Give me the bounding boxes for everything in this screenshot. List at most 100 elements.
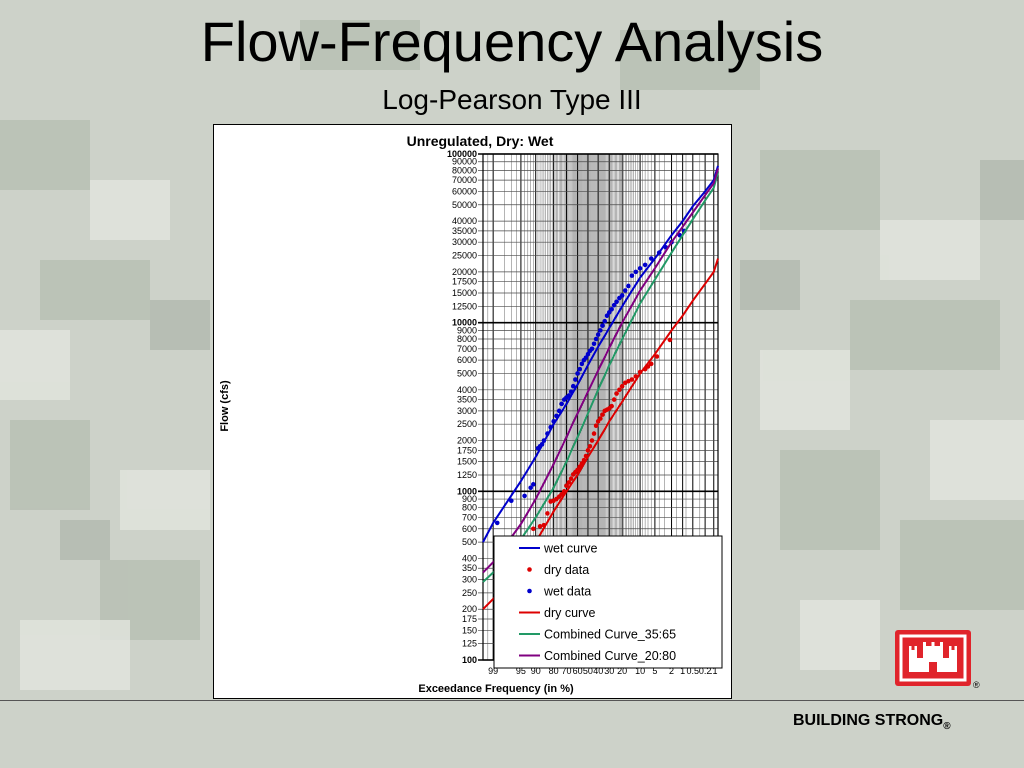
y-tick-label: 800 [462,503,477,513]
y-tick-label: 10000 [452,318,477,328]
data-point-wet-data [609,307,614,312]
data-point-wet-data [548,424,553,430]
legend-label: wet data [543,585,591,599]
flow-frequency-chart: Unregulated, Dry: Wet 100125150175200250… [213,124,732,699]
x-tick-label: 30 [604,666,614,676]
y-tick-label: 60000 [452,186,477,196]
data-point-dry-data [600,412,605,417]
chart-title: Unregulated, Dry: Wet [407,133,554,149]
y-tick-label: 35000 [452,226,477,236]
y-tick-label: 175 [462,614,477,624]
data-point-dry-data [566,480,572,485]
footer-divider [0,700,1024,701]
castle-logo [895,630,971,686]
legend-label: dry curve [544,606,595,620]
x-tick-label: 50 [583,666,593,676]
data-point-wet-data [619,293,625,298]
x-tick-label: 90 [531,666,541,676]
y-tick-label: 100 [462,655,477,665]
data-point-wet-data [509,498,514,504]
x-tick-label: 99 [488,666,498,676]
data-point-wet-data [642,262,648,268]
data-point-wet-data [583,355,589,360]
data-point-wet-data [556,408,562,414]
data-point-wet-data [571,383,576,389]
data-point-wet-data [568,389,574,394]
data-point-dry-data [629,377,635,382]
data-point-wet-data [614,299,619,305]
y-tick-label: 1750 [457,445,477,455]
data-point-wet-data [585,351,591,357]
data-point-wet-data [522,493,527,499]
slide-subtitle: Log-Pearson Type III [382,84,642,115]
data-point-wet-data [545,431,550,436]
data-point-dry-data [619,383,625,389]
data-point-wet-data [611,302,617,308]
y-tick-label: 90000 [452,157,477,167]
y-tick-label: 125 [462,639,477,649]
data-point-wet-data [598,328,603,333]
legend-swatch-marker [527,588,532,594]
data-point-wet-data [656,250,662,255]
data-point-dry-data [614,391,619,396]
data-point-wet-data [637,266,643,271]
x-tick-label: 80 [549,666,559,676]
data-point-dry-data [667,337,673,343]
x-tick-label: 1 [680,666,685,676]
data-point-wet-data [528,485,533,491]
data-point-wet-data [566,393,572,398]
data-point-wet-data [577,366,582,372]
y-tick-label: 12500 [452,301,477,311]
data-point-wet-data [591,341,597,347]
legend-swatch-marker [527,567,532,572]
data-point-wet-data [593,336,599,342]
y-tick-label: 1000 [457,486,477,496]
data-point-dry-data [648,361,654,367]
x-tick-label: 60 [573,666,583,676]
data-point-dry-data [585,448,591,453]
y-tick-label: 200 [462,604,477,614]
data-point-wet-data [606,310,612,315]
y-tick-label: 250 [462,588,477,598]
data-point-dry-data [598,416,603,421]
y-tick-label: 300 [462,575,477,585]
data-point-wet-data [494,520,500,526]
y-tick-label: 17500 [452,277,477,287]
y-tick-label: 5000 [457,368,477,378]
data-point-dry-data [564,483,569,489]
data-point-wet-data [600,323,605,328]
y-tick-label: 150 [462,625,477,635]
x-tick-label: 10 [635,666,645,676]
legend-label: wet curve [543,542,598,556]
legend-label: dry data [544,563,589,577]
data-point-dry-data [626,378,631,384]
data-point-wet-data [559,401,564,407]
x-tick-label: 95 [516,666,526,676]
data-point-dry-data [568,476,574,481]
y-tick-label: 500 [462,537,477,547]
y-tick-label: 4000 [457,385,477,395]
legend-box [493,535,723,669]
y-tick-label: 400 [462,553,477,563]
data-point-wet-data [648,256,654,261]
x-axis-label: Exceedance Frequency (in %) [418,683,574,695]
series-line-combined-curve-20-80 [482,168,719,574]
data-point-dry-data [531,526,536,532]
x-tick-label: .1 [710,666,718,676]
series-line-wet-curve [482,165,719,543]
y-tick-label: 700 [462,512,477,522]
legend-label: Combined Curve_20:80 [544,649,676,663]
y-tick-label: 1250 [457,470,477,480]
data-point-dry-data [537,524,543,529]
y-tick-label: 20000 [452,267,477,277]
data-point-wet-data [595,332,601,337]
data-point-wet-data [579,361,585,367]
y-tick-label: 9000 [457,325,477,335]
data-point-dry-data [617,387,622,393]
x-tick-label: 20 [617,666,627,676]
y-tick-label: 50000 [452,200,477,210]
data-point-wet-data [575,371,580,376]
data-point-dry-data [593,423,599,428]
y-tick-label: 3500 [457,395,477,405]
data-point-dry-data [589,438,595,443]
